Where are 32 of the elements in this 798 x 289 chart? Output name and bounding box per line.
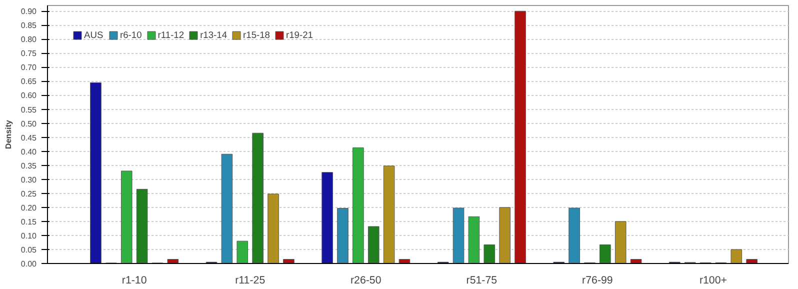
x-tick-label: r11-25 [235, 274, 266, 286]
y-tick-label: 0.25 [20, 189, 38, 198]
x-tick-label: r1-10 [122, 274, 147, 286]
x-tick-label: r26-50 [350, 274, 382, 286]
y-tick-label: 0.40 [20, 147, 38, 156]
y-axis-title: Density [4, 120, 13, 149]
y-tick-label: 0.20 [20, 203, 38, 212]
y-tick-label: 0.30 [20, 175, 38, 184]
y-tick-label: 0.70 [20, 63, 38, 72]
y-tick-label: 0.65 [20, 77, 38, 86]
legend-label: AUS [84, 30, 104, 40]
y-tick-label: 0.55 [20, 105, 38, 114]
y-tick-label: 0.00 [20, 260, 38, 268]
y-tick-label: 0.80 [20, 35, 38, 44]
x-tick-label: r100+ [699, 274, 728, 286]
y-tick-label: 0.60 [20, 91, 38, 100]
y-tick-label: 0.90 [20, 7, 38, 16]
legend-label: r11-12 [158, 30, 184, 40]
y-tick-label: 0.45 [20, 133, 38, 142]
y-tick-label: 0.50 [20, 119, 38, 128]
y-tick-label: 0.75 [20, 49, 38, 58]
y-tick-label: 0.35 [20, 161, 38, 170]
y-tick-label: 0.15 [20, 217, 38, 226]
legend-label: r13-14 [200, 30, 228, 40]
legend-label: r6-10 [120, 30, 142, 40]
y-tick-label: 0.85 [20, 21, 38, 30]
y-tick-label: 0.10 [20, 231, 38, 240]
x-tick-label: r76-99 [582, 274, 613, 286]
legend-label: r15-18 [243, 30, 270, 40]
x-tick-label: r51-75 [466, 274, 498, 286]
legend-label: r19-21 [286, 30, 313, 40]
y-tick-label: 0.05 [20, 245, 38, 254]
